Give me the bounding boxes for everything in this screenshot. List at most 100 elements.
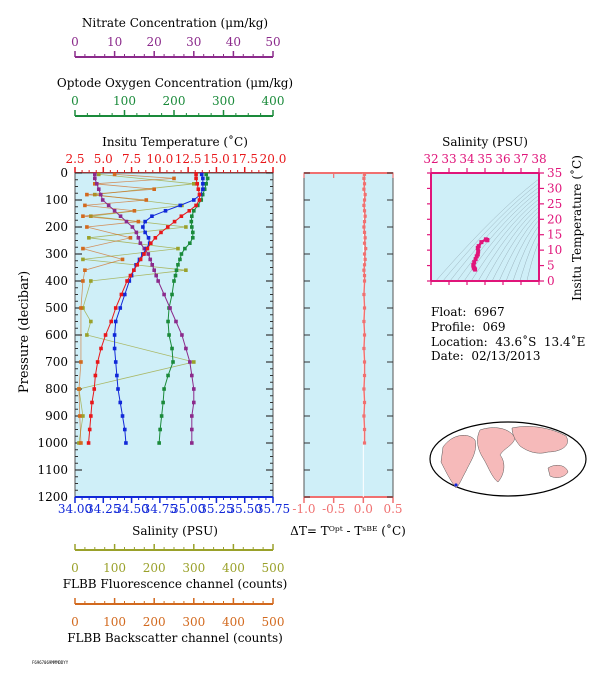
ts-data-point (476, 249, 481, 254)
backscatter-data-point (136, 219, 141, 224)
ts-salinity-tick-label: 32 (423, 152, 438, 166)
temperature-axis-tick-label: 7.5 (122, 152, 141, 166)
ts-density-contours (435, 178, 539, 281)
pressure-tick-label: 1100 (37, 463, 68, 477)
temperature-data-point (89, 414, 93, 418)
delta-t-series (362, 172, 368, 445)
flbb-backscatter-axis: 0 100 200 300 400 500 FLBB Backscatter channe… (67, 598, 284, 645)
delta-t-data-point (363, 236, 367, 240)
backscatter-data-point (79, 360, 83, 364)
ts-density-contour (463, 194, 539, 281)
temperature-data-point (194, 172, 198, 177)
salinity-data-point (201, 176, 205, 181)
nitrate-data-point (184, 346, 188, 351)
oxygen-data-point (159, 414, 164, 418)
salinity-axis-title: Salinity (PSU) (132, 524, 218, 538)
temperature-data-point (194, 176, 198, 181)
temperature-axis-tick-label: 2.5 (65, 152, 84, 166)
temperature-data-point (172, 219, 177, 224)
nitrate-data-point (188, 360, 192, 364)
fluorescence-data-point (81, 257, 85, 262)
salinity-data-point (192, 198, 196, 202)
delta-t-data-point (362, 268, 366, 272)
nitrate-data-point (134, 230, 139, 235)
salinity-data-point (127, 279, 132, 283)
delta-t-tick-label: 0.5 (383, 502, 402, 516)
backscatter-axis-tick-label: 300 (182, 615, 205, 629)
salinity-data-point (163, 209, 168, 213)
temperature-data-point (103, 333, 108, 337)
temperature-data-point (135, 263, 140, 267)
temperature-data-point (195, 182, 199, 186)
delta-t-data-point (362, 225, 366, 229)
temperature-data-point (187, 209, 192, 213)
ts-temperature-tick-label: 35 (547, 166, 562, 180)
delta-t-data-point (362, 263, 367, 267)
fluorescence-data-point (89, 214, 93, 218)
backscatter-axis-tick-label: 100 (103, 615, 126, 629)
backscatter-data-point (85, 192, 89, 197)
salinity-data-point (113, 360, 118, 364)
ts-salinity-tick-label: 37 (513, 152, 528, 166)
backscatter-data-point (144, 198, 149, 202)
nitrate-data-point (94, 182, 99, 186)
oxygen-data-point (204, 172, 208, 177)
nitrate-data-point (168, 306, 172, 310)
delta-t-data-point (363, 214, 367, 218)
salinity-data-point (122, 427, 127, 432)
salinity-data-point (141, 225, 145, 229)
fluorescence-data-point (87, 236, 91, 240)
salinity-data-point (201, 182, 205, 186)
backscatter-axis-tick-label: 200 (143, 615, 166, 629)
delta-t-axis-title: ΔT= Tᴼᵖᵗ - Tˢᴮᴱ (˚C) (290, 523, 406, 538)
oxygen-data-point (174, 268, 179, 272)
world-map (429, 421, 587, 497)
salinity-data-point (143, 219, 147, 224)
ts-temperature-tick-label: 25 (547, 197, 562, 211)
delta-t-data-point (362, 306, 367, 310)
temperature-axis-tick-label: 15.0 (203, 152, 230, 166)
salinity-axis-tick-label: 34.50 (114, 502, 148, 516)
fluorescence-data-point (192, 182, 196, 186)
nitrate-data-point (112, 209, 117, 213)
ts-salinity-tick-label: 35 (477, 152, 492, 166)
fluorescence-axis-tick-label: 0 (71, 561, 79, 575)
oxygen-axis-ticks: 0 100 200 300 400 (71, 94, 285, 117)
nitrate-data-point (146, 252, 151, 256)
nitrate-data-point (148, 257, 153, 262)
temperature-data-point (95, 360, 100, 364)
temperature-axis-tick-label: 5.0 (94, 152, 113, 166)
delta-t-tick-label: -1.0 (292, 502, 315, 516)
fluorescence-data-point (192, 360, 196, 364)
map-land-asia (511, 426, 568, 454)
oxygen-axis-tick-label: 400 (262, 94, 285, 108)
delta-t-data-point (362, 292, 366, 297)
salinity-data-point (120, 414, 125, 418)
nitrate-data-point (100, 198, 105, 202)
nitrate-data-point (190, 373, 194, 378)
salinity-axis-tick-label: 34.25 (86, 502, 120, 516)
ts-density-contour (470, 199, 539, 281)
oxygen-data-point (166, 319, 170, 324)
delta-t-data-point (362, 441, 367, 445)
temperature-axis: Insitu Temperature (˚C) 2.5 5.0 7.5 10.0 12.… (65, 134, 286, 174)
delta-t-data-point (362, 220, 367, 224)
flbb-fluorescence-axis: 0 100 200 300 400 500 FLBB Fluorescence chann… (63, 544, 287, 591)
pressure-tick-label: 1000 (37, 436, 68, 450)
pressure-axis-ticks: 0 100 200 300 400 500 600 700 800 900 1000 1100 1200 (37, 166, 273, 504)
backscatter-data-point (79, 306, 83, 310)
salinity-data-point (150, 214, 154, 218)
temperature-data-point (109, 319, 114, 324)
backscatter-axis-tick-label: 500 (262, 615, 285, 629)
oxygen-data-point (158, 427, 162, 432)
ts-temperature-tick-label: 30 (547, 181, 562, 195)
pressure-tick-label: 400 (45, 274, 68, 288)
backscatter-data-point (120, 257, 125, 262)
delta-t-data-point (362, 274, 367, 278)
temperature-data-point (87, 427, 92, 432)
fluorescence-data-point (81, 306, 85, 310)
oxygen-data-point (178, 257, 182, 262)
oxygen-data-point (172, 279, 176, 283)
delta-t-data-point (362, 360, 367, 364)
